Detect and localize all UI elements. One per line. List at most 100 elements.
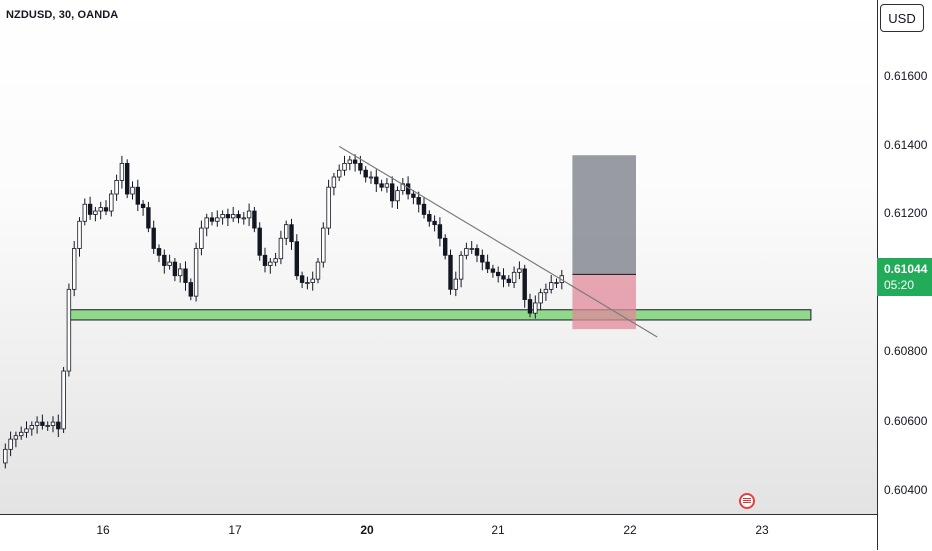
candle-body (299, 275, 305, 283)
candle-body (45, 425, 50, 427)
candle-body (246, 210, 252, 219)
candle-body (140, 203, 146, 209)
chart-canvas[interactable] (0, 0, 877, 514)
candle-body (18, 431, 24, 437)
candle-body (162, 254, 167, 266)
candle-body (252, 210, 257, 229)
candle-body (151, 227, 156, 249)
candle-body (342, 162, 347, 171)
candle-body (204, 217, 209, 229)
time-axis[interactable] (0, 514, 877, 551)
candle-body (236, 214, 241, 219)
support-zone (68, 309, 812, 321)
candle-body (114, 180, 119, 195)
candle-body (421, 203, 427, 215)
candle-body (368, 176, 374, 179)
candle-body (257, 227, 262, 256)
candle-body (395, 190, 400, 202)
candle-body (193, 248, 199, 297)
candle-body (273, 258, 278, 263)
candle-body (490, 268, 496, 273)
candle-body (262, 254, 268, 266)
us-flag-icon[interactable] (739, 493, 755, 509)
candle-body (517, 268, 522, 273)
candle-body (34, 421, 40, 426)
y-tick-label: 0.61400 (884, 138, 928, 152)
x-tick-label: 22 (623, 523, 637, 537)
candle-body (8, 438, 13, 450)
candle-body (469, 248, 474, 250)
current-price-badge: 0.61044 05:20 (877, 258, 932, 296)
candle-body (458, 254, 464, 280)
candle-body (183, 268, 188, 283)
candle-body (77, 220, 82, 249)
x-tick-label: 20 (360, 523, 374, 537)
candle-body (358, 162, 363, 171)
current-price: 0.61044 (884, 262, 928, 276)
candle-body (511, 271, 517, 283)
candle-body (135, 186, 140, 205)
candle-body (347, 159, 352, 164)
candle-body (172, 261, 178, 277)
candle-body (156, 248, 162, 256)
candle-body (527, 299, 533, 314)
candle-body (427, 214, 432, 222)
candle-body (87, 203, 93, 215)
candle-body (119, 162, 125, 181)
candle-body (416, 197, 421, 205)
candle-body (495, 271, 501, 277)
candle-body (225, 214, 231, 219)
y-tick-label: 0.61200 (884, 206, 928, 220)
candle-body (268, 261, 273, 266)
candle-body (501, 275, 506, 280)
candle-body (289, 224, 294, 243)
candle-body (315, 261, 321, 280)
candle-body (352, 159, 358, 164)
candle-body (24, 428, 29, 433)
candle-body (109, 193, 114, 212)
trendline (338, 145, 658, 338)
candle-body (305, 282, 310, 284)
target-zone (572, 155, 636, 275)
chart-plot-area[interactable] (0, 0, 877, 514)
candle-body (480, 254, 485, 263)
candle-body (442, 237, 448, 256)
candle-body (146, 207, 151, 229)
candle-body (389, 183, 395, 202)
candle-body (103, 207, 109, 212)
candle-body (310, 278, 315, 283)
candle-body (125, 162, 130, 195)
candle-body (72, 248, 77, 290)
candle-body (432, 220, 437, 226)
candle-body (294, 241, 299, 277)
candle-body (522, 268, 527, 300)
candle-body (411, 193, 416, 198)
y-tick-label: 0.61600 (884, 69, 928, 83)
candle-body (66, 288, 72, 372)
candle-body (188, 282, 193, 297)
candle-body (384, 183, 390, 188)
candle-body (448, 254, 453, 290)
candle-body (331, 176, 337, 188)
candle-body (130, 186, 135, 195)
candle-body (13, 435, 19, 440)
candle-body (241, 217, 246, 220)
candle-body (93, 210, 98, 215)
candle-body (230, 214, 236, 219)
candle-body (453, 278, 458, 290)
candle-body (554, 282, 559, 284)
symbol-title: NZDUSD, 30, OANDA (6, 9, 119, 21)
candle-body (464, 248, 469, 256)
stop-zone (572, 274, 636, 330)
candle-body (543, 288, 549, 294)
candle-body (98, 207, 103, 212)
candle-body (538, 292, 543, 304)
y-tick-label: 0.60800 (884, 344, 928, 358)
candle-body (283, 224, 289, 239)
candle-body (61, 370, 66, 430)
candle-body (177, 268, 183, 277)
candle-body (199, 227, 204, 249)
candle-body (549, 282, 554, 290)
bar-countdown: 05:20 (884, 278, 915, 292)
currency-button[interactable]: USD (880, 4, 924, 32)
